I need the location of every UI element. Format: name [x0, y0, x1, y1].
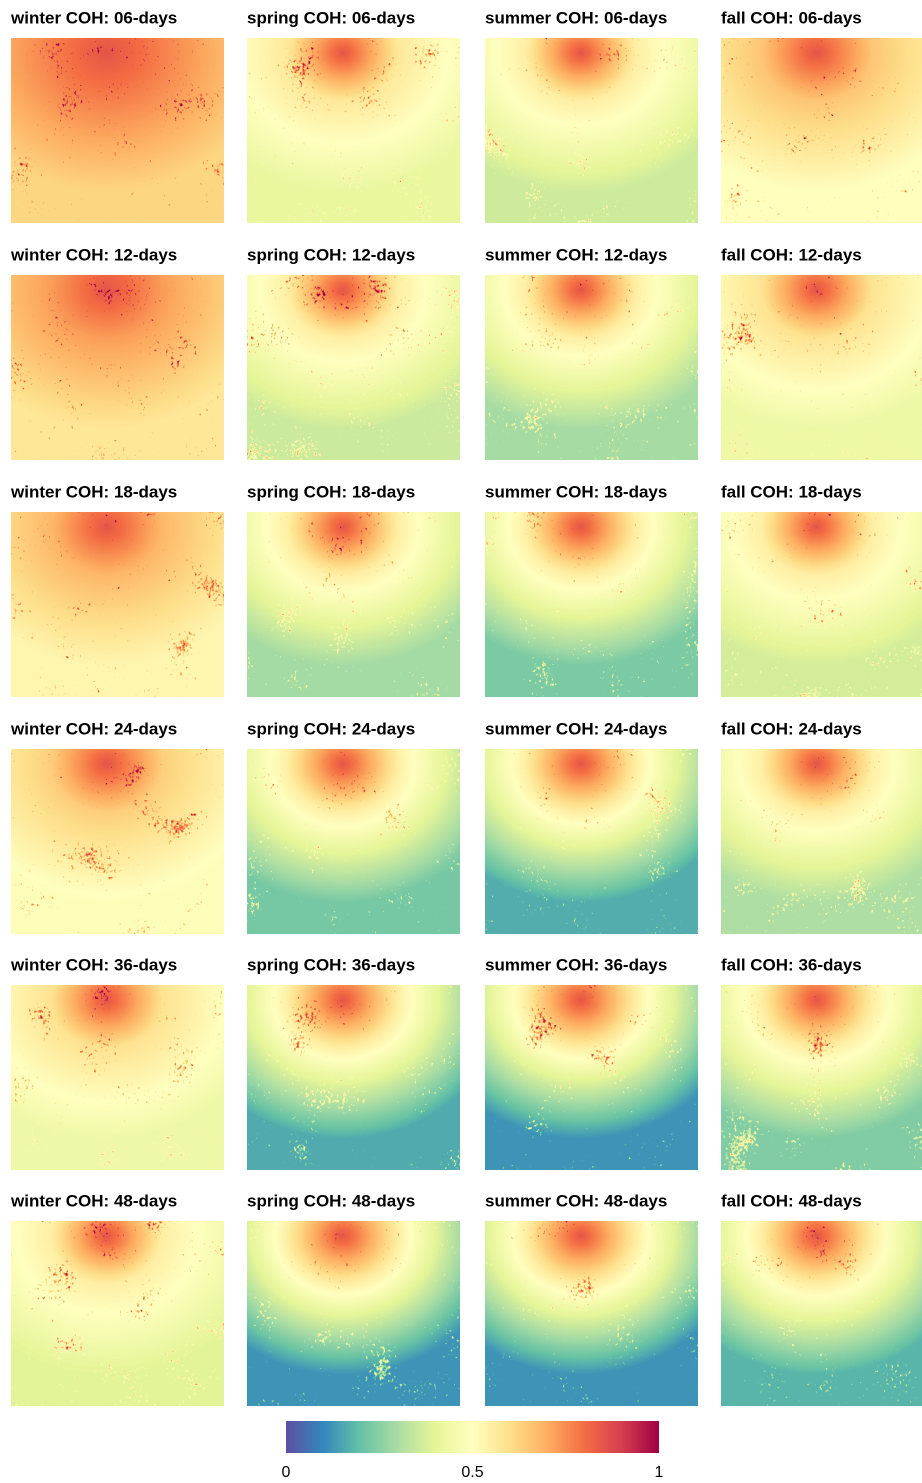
coherence-map — [485, 749, 698, 934]
coherence-map — [247, 512, 460, 697]
panel-title: winter COH: 48-days — [10, 1191, 177, 1210]
coherence-map — [485, 1221, 698, 1406]
panel-title: spring COH: 36-days — [247, 955, 415, 974]
coherence-map — [721, 985, 922, 1170]
coherence-map — [11, 749, 224, 934]
colorbar-tick-label: 0 — [282, 1464, 291, 1481]
coherence-map — [721, 1221, 922, 1406]
panel-title: summer COH: 48-days — [485, 1191, 667, 1210]
coherence-map — [11, 38, 224, 223]
panel-title: spring COH: 12-days — [247, 245, 415, 264]
panel-title: spring COH: 48-days — [247, 1191, 415, 1210]
coherence-map — [485, 512, 698, 697]
panel-title: summer COH: 06-days — [485, 8, 667, 27]
panel-title: winter COH: 18-days — [10, 482, 177, 501]
panel-title: winter COH: 36-days — [10, 955, 177, 974]
panel-title: spring COH: 24-days — [247, 719, 415, 738]
coherence-map — [721, 512, 922, 697]
figure: winter COH: 06-days spring COH: 06-days su… — [0, 0, 922, 1483]
coherence-map — [247, 38, 460, 223]
panel-title: summer COH: 36-days — [485, 955, 667, 974]
coherence-map — [485, 985, 698, 1170]
coherence-map — [485, 38, 698, 223]
colorbar — [286, 1421, 659, 1453]
panel-title: fall COH: 24-days — [721, 719, 862, 738]
panel-title: fall COH: 36-days — [721, 955, 862, 974]
panel-title: winter COH: 24-days — [10, 719, 177, 738]
panel-title: summer COH: 18-days — [485, 482, 667, 501]
coherence-map — [721, 275, 922, 460]
coherence-map — [721, 749, 922, 934]
panel-title: winter COH: 12-days — [10, 245, 177, 264]
panel-title: fall COH: 12-days — [721, 245, 862, 264]
coherence-map — [485, 275, 698, 460]
panel-title: fall COH: 48-days — [721, 1191, 862, 1210]
panel-title: spring COH: 06-days — [247, 8, 415, 27]
coherence-map — [247, 985, 460, 1170]
panel-title: fall COH: 06-days — [721, 8, 862, 27]
panel-title: summer COH: 12-days — [485, 245, 667, 264]
colorbar-tick-label: 0.5 — [461, 1464, 483, 1481]
panel-title: spring COH: 18-days — [247, 482, 415, 501]
coherence-map — [11, 1221, 224, 1406]
coherence-map — [11, 985, 224, 1170]
coherence-map — [247, 275, 460, 460]
panel-title: fall COH: 18-days — [721, 482, 862, 501]
colorbar-tick-label: 1 — [655, 1464, 664, 1481]
coherence-map — [11, 275, 224, 460]
coherence-map — [247, 1221, 460, 1406]
coherence-map — [247, 749, 460, 934]
coherence-map — [721, 38, 922, 223]
panel-title: winter COH: 06-days — [10, 8, 177, 27]
coherence-map — [11, 512, 224, 697]
panel-title: summer COH: 24-days — [485, 719, 667, 738]
